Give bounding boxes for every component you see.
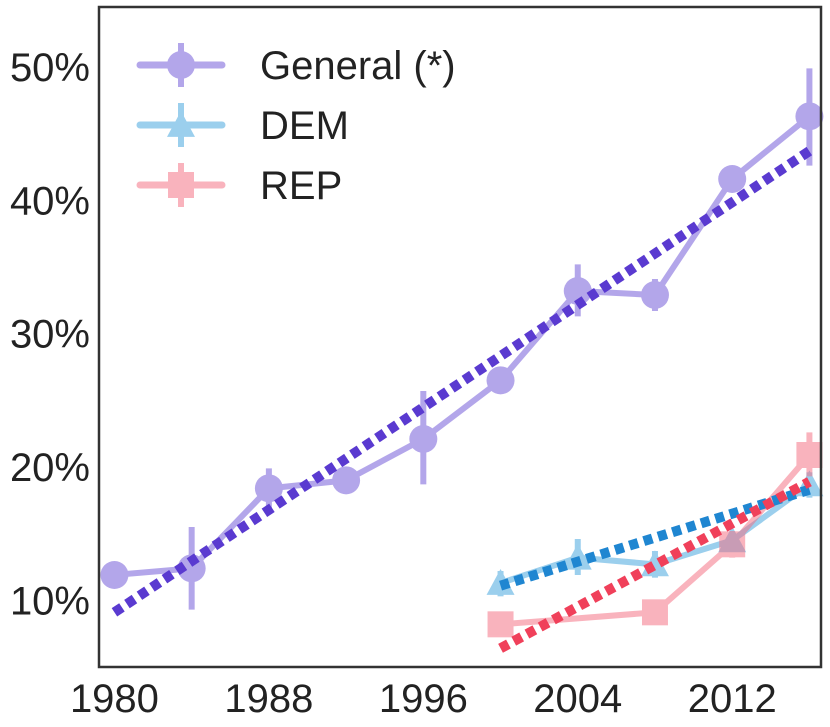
data-point (718, 165, 747, 193)
trend-line (111, 146, 813, 617)
x-tick-label: 1980 (70, 677, 159, 721)
data-point (719, 531, 746, 558)
x-tick-label: 2004 (533, 677, 622, 721)
legend-point (167, 111, 195, 137)
x-tick-label: 1988 (224, 677, 313, 721)
data-point (487, 611, 514, 638)
data-point (100, 561, 129, 589)
y-tick-label: 30% (10, 313, 90, 357)
legend-marker-circle-icon (136, 43, 226, 87)
series-line (111, 113, 813, 578)
data-point (409, 425, 438, 453)
legend-point (167, 51, 195, 79)
legend-item-rep: REP (136, 163, 342, 208)
x-tick-label: 2012 (688, 677, 777, 721)
x-axis-tick-labels: 1980 1988 1996 2004 2012 (70, 677, 777, 721)
legend-marker-square-icon (136, 163, 226, 207)
legend-label-general: General (*) (260, 44, 456, 88)
data-point (254, 474, 283, 503)
legend-point (168, 172, 194, 198)
legend-label-dem: DEM (260, 104, 349, 148)
trend-line (499, 484, 811, 591)
plot-frame (97, 5, 823, 669)
x-tick-label: 1996 (379, 677, 468, 721)
data-point (486, 366, 515, 395)
legend-marker-shape (136, 103, 226, 147)
series-square (487, 432, 823, 638)
y-tick-label: 20% (10, 446, 90, 490)
legend-label-rep: REP (260, 164, 342, 208)
data-point (563, 277, 592, 305)
data-point (641, 599, 668, 626)
legend-marker-shape (136, 43, 226, 87)
data-point (332, 466, 361, 495)
data-point (796, 442, 823, 468)
data-point (795, 102, 824, 131)
legend-item-general: General (*) (136, 43, 456, 88)
trend-line (498, 477, 812, 653)
series-circle (100, 68, 824, 610)
y-axis-tick-labels: 10% 20% 30% 40% 50% (10, 46, 90, 623)
series-line (497, 452, 813, 628)
legend: General (*) DEM REP (136, 43, 456, 208)
legend-item-dem: DEM (136, 103, 349, 148)
data-point (640, 281, 669, 309)
plot-layer (100, 68, 824, 653)
legend-marker-shape (136, 163, 226, 207)
y-tick-label: 50% (10, 46, 90, 90)
legend-marker-triangle-icon (136, 103, 226, 147)
y-tick-label: 10% (10, 579, 90, 623)
y-tick-label: 40% (10, 179, 90, 223)
